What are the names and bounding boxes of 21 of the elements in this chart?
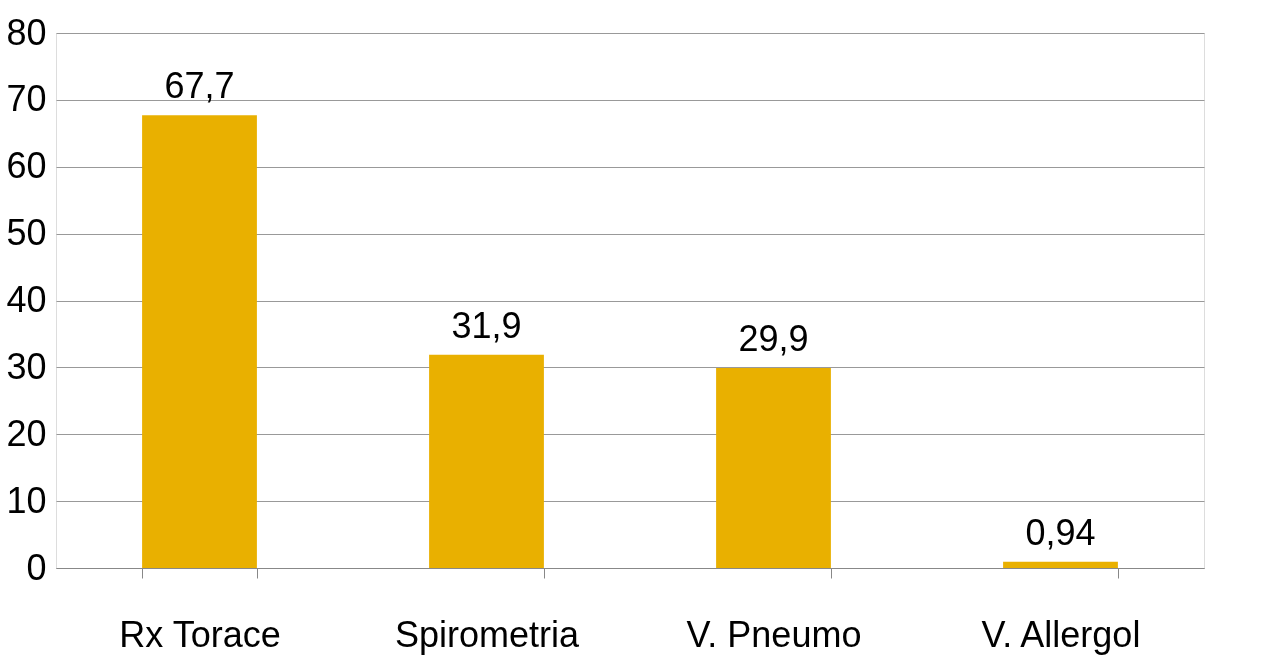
data-label: 31,9 [451, 304, 522, 346]
y-tick-label: 30 [6, 345, 47, 387]
y-tick-label: 50 [6, 212, 47, 254]
y-tick-label: 60 [6, 145, 47, 187]
bar [1003, 561, 1118, 568]
data-label: 67,7 [164, 65, 235, 107]
y-tick-label: 70 [6, 78, 47, 120]
data-label: 0,94 [1025, 511, 1096, 553]
x-tick-label: Spirometria [394, 613, 581, 655]
bar [429, 354, 544, 568]
x-tick-label: V. Pneumo [686, 613, 862, 655]
y-tick-label: 40 [6, 279, 47, 320]
y-tick-label: 0 [26, 546, 47, 588]
y-tick-label: 20 [6, 412, 47, 454]
x-tick-label: V. Allergol [981, 613, 1141, 655]
y-tick-label: 10 [6, 479, 47, 521]
bar [142, 115, 257, 568]
bar [716, 368, 831, 568]
data-label: 29,9 [738, 318, 809, 360]
y-tick-label: 80 [6, 11, 47, 53]
x-tick-label: Rx Torace [119, 613, 281, 655]
